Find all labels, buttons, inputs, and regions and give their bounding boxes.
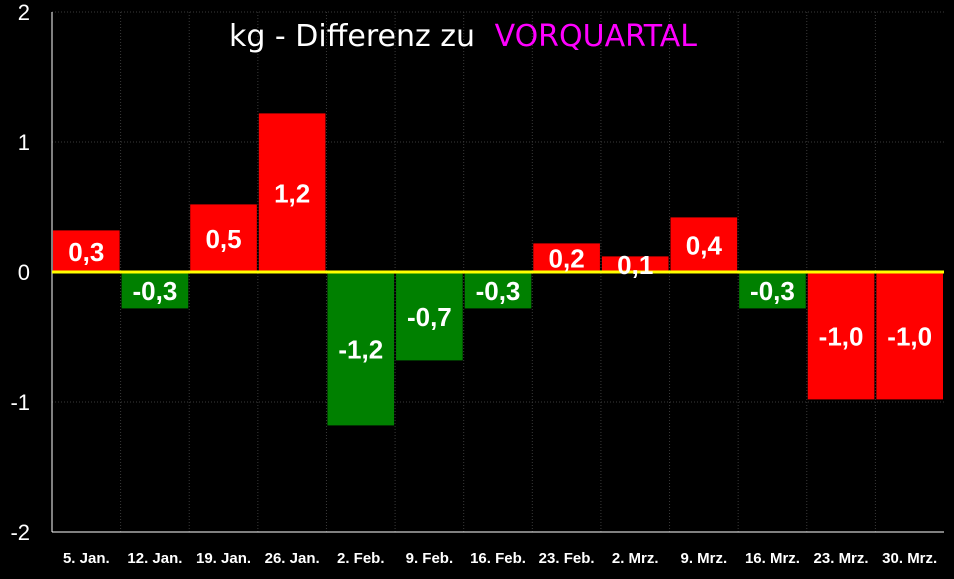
x-tick-label: 9. Feb. bbox=[406, 550, 454, 567]
y-tick-label: -2 bbox=[10, 520, 30, 545]
y-tick-label: 1 bbox=[18, 130, 30, 155]
title-highlight: VORQUARTAL bbox=[495, 19, 698, 54]
data-label: 0,3 bbox=[68, 237, 104, 267]
data-label: -0,3 bbox=[750, 276, 795, 306]
x-tick-label: 23. Mrz. bbox=[814, 550, 869, 567]
x-tick-label: 16. Mrz. bbox=[745, 550, 800, 567]
bar bbox=[533, 243, 600, 272]
x-tick-label: 2. Mrz. bbox=[612, 550, 659, 567]
x-tick-label: 23. Feb. bbox=[539, 550, 595, 567]
data-label: 0,1 bbox=[617, 250, 653, 280]
x-tick-label: 19. Jan. bbox=[196, 550, 251, 567]
data-label: -0,7 bbox=[407, 302, 452, 332]
bar bbox=[464, 272, 532, 309]
bar bbox=[258, 113, 326, 273]
data-label: -0,3 bbox=[476, 276, 521, 306]
chart-title: kg - Differenz zu VORQUARTAL bbox=[229, 19, 697, 54]
bar bbox=[327, 272, 395, 426]
data-label: 0,4 bbox=[686, 231, 723, 261]
bar bbox=[396, 272, 463, 361]
y-tick-label: 0 bbox=[18, 260, 30, 285]
data-label: -1,0 bbox=[887, 322, 932, 352]
x-tick-label: 12. Jan. bbox=[127, 550, 182, 567]
data-label: -0,3 bbox=[133, 276, 178, 306]
bar bbox=[876, 272, 943, 400]
x-tick-label: 2. Feb. bbox=[337, 550, 385, 567]
bar bbox=[807, 272, 875, 400]
bars bbox=[53, 113, 943, 426]
data-label: 0,2 bbox=[549, 244, 585, 274]
title-text: kg - Differenz zu bbox=[229, 19, 475, 54]
data-label: -1,0 bbox=[819, 322, 864, 352]
bar bbox=[121, 272, 189, 309]
data-label: 0,5 bbox=[205, 224, 241, 254]
data-label: 1,2 bbox=[274, 179, 310, 209]
data-labels: 0,3 -0,3 0,5 1,2 -1,2 -0,7 -0,3 0,2 0,1 0,4 -0,3 -1… bbox=[68, 179, 932, 365]
data-label: -1,2 bbox=[338, 335, 383, 365]
x-tick-label: 5. Jan. bbox=[63, 550, 110, 567]
y-tick-label: 2 bbox=[18, 0, 30, 25]
x-tick-label: 16. Feb. bbox=[470, 550, 526, 567]
x-tick-label: 30. Mrz. bbox=[882, 550, 937, 567]
bar bbox=[601, 256, 669, 272]
x-tick-label: 9. Mrz. bbox=[681, 550, 728, 567]
bar bbox=[53, 230, 120, 272]
x-tick-label: 26. Jan. bbox=[265, 550, 320, 567]
y-tick-label: -1 bbox=[10, 390, 30, 415]
bar bbox=[190, 204, 257, 272]
axes: 2 1 0 -1 -2 5. Jan. 12. Jan. 19. Jan. 26. Jan. 2.… bbox=[10, 0, 944, 567]
bar bbox=[670, 217, 738, 272]
bar bbox=[739, 272, 806, 309]
